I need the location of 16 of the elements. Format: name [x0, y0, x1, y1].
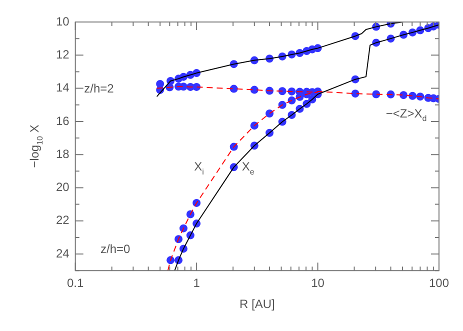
annotation: z/h=0 [100, 242, 131, 256]
x-tick-label: 100 [428, 276, 450, 290]
x-tick-label: 0.1 [67, 276, 84, 290]
x-axis-title: R [AU] [240, 296, 275, 311]
y-tick-label: 14 [56, 80, 70, 95]
annotation: z/h=2 [84, 81, 114, 96]
x-tick-label: 1 [193, 276, 200, 290]
y-tick-label: 18 [56, 146, 70, 161]
y-tick-label: 12 [56, 47, 70, 62]
y-tick-label: 24 [56, 246, 70, 260]
x-tick-label: 10 [311, 276, 325, 290]
y-axis-title: −log10 X [28, 124, 44, 168]
y-tick-label: 10 [56, 14, 70, 28]
y-tick-label: 16 [56, 114, 70, 128]
y-tick-label: 20 [56, 180, 70, 194]
y-tick-label: 22 [56, 213, 70, 228]
